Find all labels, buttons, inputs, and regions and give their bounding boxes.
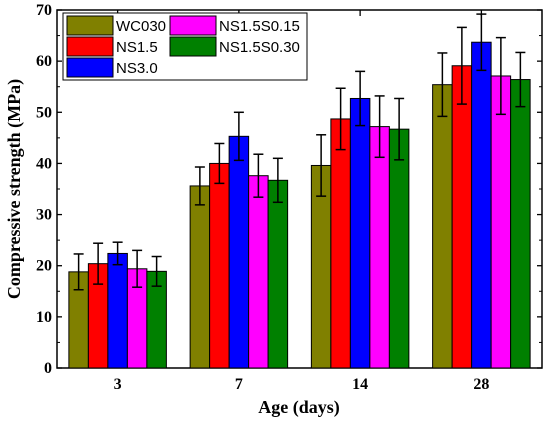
- y-tick-label: 40: [36, 155, 52, 172]
- bar: [451, 65, 473, 369]
- legend-swatch: [66, 57, 114, 78]
- x-tick-label: 28: [473, 376, 489, 393]
- legend-label: NS1.5S0.15: [219, 18, 300, 35]
- y-axis-ticks: 0 10 20 30 40 50 60 70: [36, 2, 542, 377]
- legend-swatch: [169, 15, 217, 36]
- y-tick-label: 0: [44, 360, 52, 377]
- y-axis-title: Compressive strength (MPa): [4, 79, 25, 299]
- bar: [209, 162, 230, 369]
- x-tick-label: 3: [114, 376, 122, 393]
- bar: [471, 41, 492, 369]
- legend-swatch: [169, 36, 217, 57]
- bar-group: [68, 241, 167, 369]
- bar-group: [432, 13, 531, 369]
- x-axis-title: Age (days): [258, 397, 340, 418]
- bar: [189, 185, 211, 369]
- y-tick-label: 60: [36, 53, 52, 70]
- bar: [228, 135, 250, 369]
- legend-item: NS1.5S0.15: [169, 15, 300, 36]
- bar-groups: [68, 13, 531, 369]
- legend-item: NS3.0: [66, 57, 158, 78]
- bar: [107, 252, 128, 369]
- legend: WC030 NS1.5 NS3.0 NS1.5S0.15 NS1.5S0.30: [62, 12, 308, 81]
- bar: [369, 126, 390, 369]
- legend-swatch: [66, 36, 114, 57]
- y-tick-label: 10: [36, 309, 52, 326]
- y-tick-label: 20: [36, 258, 52, 275]
- y-tick-label: 70: [36, 2, 52, 19]
- bar: [267, 179, 289, 369]
- legend-item: NS1.5S0.30: [169, 36, 300, 57]
- legend-label: NS3.0: [116, 60, 158, 77]
- x-tick-label: 7: [235, 376, 243, 393]
- legend-item: NS1.5: [66, 36, 158, 57]
- legend-label: NS1.5S0.30: [219, 39, 300, 56]
- legend-label: WC030: [116, 18, 166, 35]
- y-tick-label: 30: [36, 207, 52, 224]
- bar: [330, 118, 351, 369]
- bar: [490, 75, 512, 369]
- bar-group: [310, 70, 410, 369]
- legend-swatch: [66, 15, 114, 36]
- x-tick-label: 14: [352, 376, 368, 393]
- bar: [248, 175, 269, 369]
- bar-group: [189, 111, 289, 369]
- legend-item: WC030: [66, 15, 166, 36]
- bar: [349, 97, 371, 369]
- bar: [432, 84, 453, 369]
- bar: [510, 79, 531, 369]
- legend-label: NS1.5: [116, 39, 158, 56]
- bar: [388, 128, 410, 369]
- y-tick-label: 50: [36, 104, 52, 121]
